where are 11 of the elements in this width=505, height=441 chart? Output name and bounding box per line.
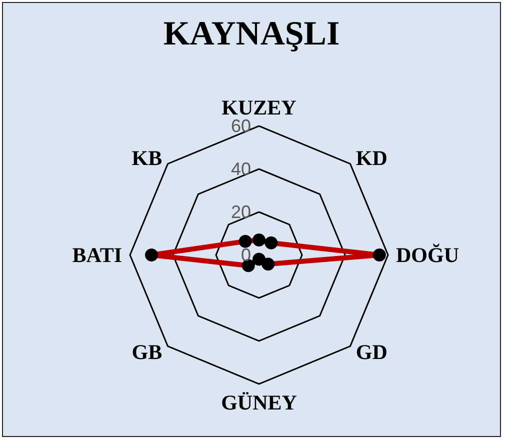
spoke-label: BATI	[72, 243, 122, 267]
spoke-label: DOĞU	[396, 243, 459, 267]
spoke-label: GÜNEY	[221, 390, 297, 414]
y-tick-label: 20	[230, 202, 251, 222]
spoke-label: KB	[132, 146, 162, 170]
spoke-label: KD	[356, 146, 388, 170]
chart-title: KAYNAŞLI	[163, 16, 340, 52]
y-tick-label: 0	[240, 245, 251, 265]
spoke-label: GD	[356, 340, 388, 364]
y-tick-label: 40	[230, 159, 251, 179]
spoke-label: GB	[132, 340, 162, 364]
